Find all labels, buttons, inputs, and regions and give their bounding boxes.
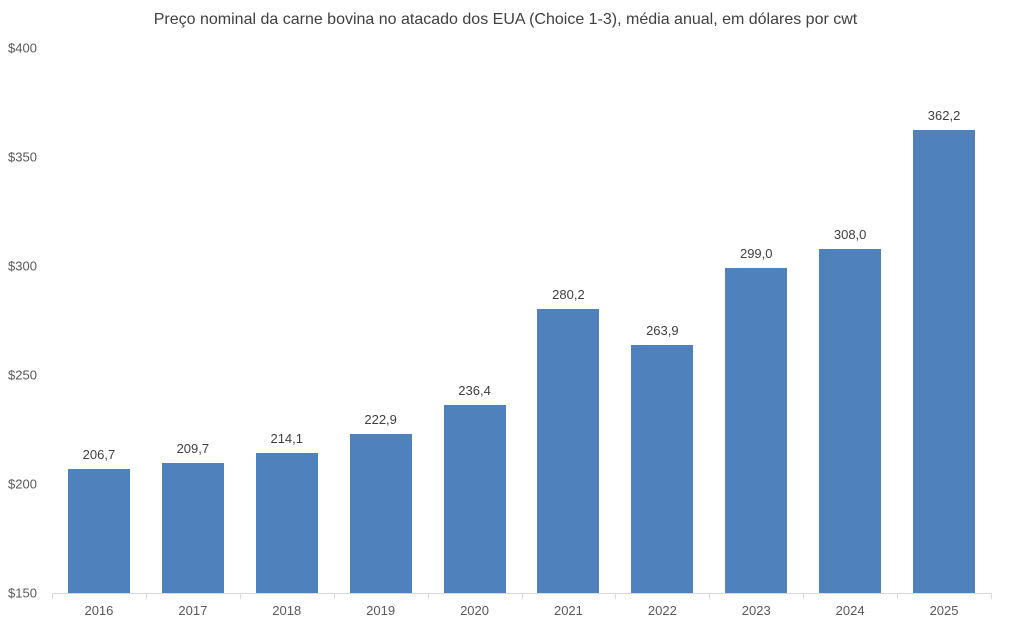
x-tick-mark xyxy=(522,593,523,599)
data-label: 206,7 xyxy=(82,447,116,463)
data-label: 299,0 xyxy=(739,246,773,262)
y-tick-label: $350 xyxy=(8,149,37,165)
bar-2023 xyxy=(725,268,788,593)
bar-2021 xyxy=(537,309,600,593)
x-tick-label: 2019 xyxy=(366,603,396,618)
x-tick-label: 2021 xyxy=(553,603,583,618)
x-tick-mark xyxy=(146,593,147,599)
x-tick-label: 2025 xyxy=(929,603,959,618)
data-label: 362,2 xyxy=(927,108,961,124)
x-tick-mark xyxy=(991,593,992,599)
data-label: 280,2 xyxy=(552,287,585,303)
x-tick-mark xyxy=(52,593,53,599)
x-tick-mark xyxy=(240,593,241,599)
bar-2016 xyxy=(67,469,130,593)
x-tick-label: 2022 xyxy=(647,603,677,618)
x-tick-mark xyxy=(897,593,898,599)
data-label: 222,9 xyxy=(364,412,397,428)
bar-2019 xyxy=(349,434,412,593)
y-tick-label: $200 xyxy=(8,476,37,492)
data-label: 214,1 xyxy=(270,431,304,447)
x-tick-mark xyxy=(709,593,710,599)
x-tick-label: 2016 xyxy=(84,603,114,618)
bar-2020 xyxy=(443,404,506,593)
bar-2025 xyxy=(913,130,976,593)
x-tick-label: 2023 xyxy=(741,603,771,618)
y-tick-label: $400 xyxy=(8,40,37,56)
x-tick-label: 2024 xyxy=(835,603,865,618)
data-label: 236,4 xyxy=(458,382,491,398)
bar-2018 xyxy=(255,453,318,593)
x-tick-mark xyxy=(428,593,429,599)
y-tick-label: $250 xyxy=(8,367,37,383)
bar-2024 xyxy=(819,248,882,593)
x-axis-line xyxy=(52,593,991,594)
data-label: 209,7 xyxy=(176,440,210,456)
bar-2022 xyxy=(631,344,694,593)
x-tick-label: 2018 xyxy=(272,603,302,618)
data-label: 308,0 xyxy=(833,226,867,242)
x-tick-label: 2017 xyxy=(178,603,208,618)
bar-2017 xyxy=(161,462,224,593)
x-tick-mark xyxy=(803,593,804,599)
y-tick-label: $150 xyxy=(8,585,37,601)
x-tick-mark xyxy=(615,593,616,599)
x-tick-mark xyxy=(334,593,335,599)
chart-title: Preço nominal da carne bovina no atacado… xyxy=(153,11,858,28)
y-tick-label: $300 xyxy=(8,258,37,274)
x-tick-label: 2020 xyxy=(460,603,489,618)
data-label: 263,9 xyxy=(646,322,679,338)
